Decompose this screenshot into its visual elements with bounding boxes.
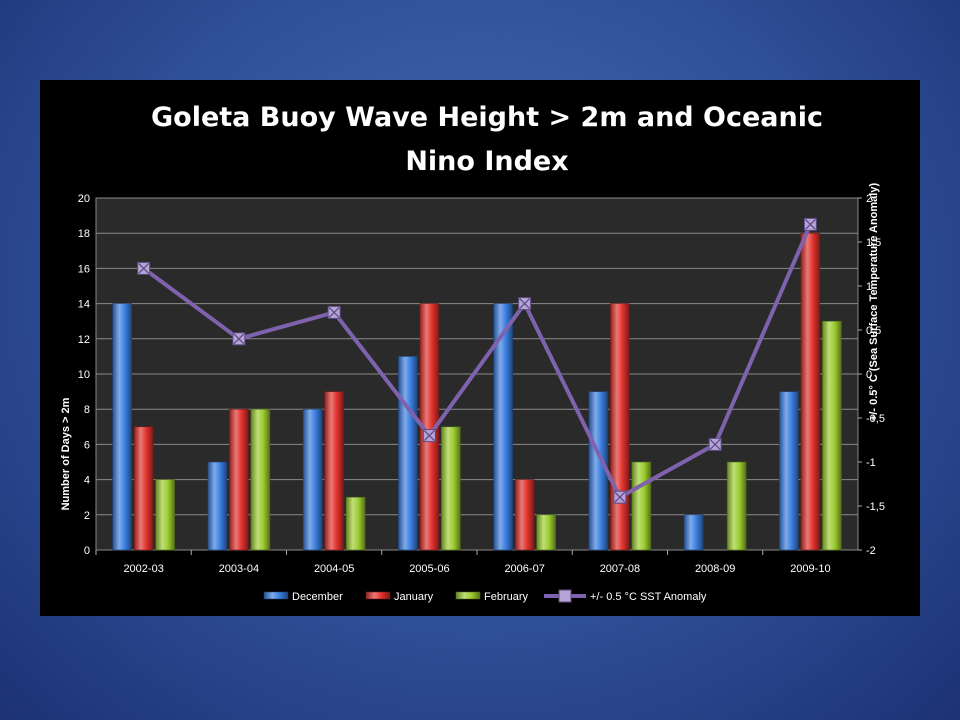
x-tick-label: 2006-07 (504, 563, 544, 575)
anomaly-line-series (137, 217, 817, 504)
bar-january-2009-10 (800, 232, 821, 551)
y-tick-label: 18 (78, 228, 90, 240)
anomaly-marker (518, 297, 532, 311)
bar-february-2004-05 (345, 496, 366, 551)
legend-label: +/- 0.5 °C SST Anomaly (590, 591, 707, 603)
bar-january-2002-03 (133, 426, 154, 551)
bar-february-2002-03 (155, 479, 175, 551)
bar-january-2004-05 (324, 391, 344, 551)
y2-tick-label: -2 (866, 545, 876, 557)
x-axis-ticks: 2002-03 2003-04 2004-05 2005-06 2006-07 2007-… (95, 550, 831, 575)
y-tick-label: 4 (84, 475, 90, 487)
bar-december-2004-05 (302, 408, 323, 551)
anomaly-marker (708, 437, 722, 451)
anomaly-marker (422, 429, 436, 443)
y-tick-label: 2 (84, 510, 90, 522)
anomaly-marker (327, 305, 341, 319)
legend-item-4: +/- 0.5 °C SST Anomaly (544, 589, 707, 603)
anomaly-marker (613, 490, 627, 504)
y2-tick-label: 1 (866, 281, 872, 293)
anomaly-marker (232, 332, 246, 346)
x-tick-label: 2002-03 (123, 563, 163, 575)
y-tick-label: 8 (84, 404, 90, 416)
anomaly-marker (803, 217, 817, 231)
y2-tick-label: -1,5 (866, 501, 885, 513)
y-axis-title: Number of Days > 2m (60, 397, 72, 510)
bar-february-2007-08 (631, 461, 652, 551)
chart-svg: Goleta Buoy Wave Height > 2m and Oceanic… (60, 102, 885, 603)
bar-february-2006-07 (536, 514, 556, 551)
y-tick-label: 16 (78, 263, 90, 275)
bar-december-2003-04 (207, 461, 228, 551)
legend-swatch (263, 591, 289, 600)
anomaly-line (142, 223, 813, 500)
y2-tick-label: 2 (866, 193, 872, 205)
x-tick-label: 2003-04 (219, 563, 259, 575)
chart-panel: Goleta Buoy Wave Height > 2m and Oceanic… (40, 80, 920, 616)
x-tick-label: 2009-10 (790, 563, 830, 575)
y-axis-ticks: 0 2 4 6 8 10 12 14 16 18 20 (78, 193, 90, 557)
y2-tick-label: 0,5 (866, 325, 881, 337)
y-tick-label: 12 (78, 334, 90, 346)
legend-item-1: December (263, 591, 343, 603)
y-tick-label: 0 (84, 545, 90, 557)
bar-december-2006-07 (493, 303, 513, 551)
bar-february-2003-04 (250, 408, 271, 551)
legend: December January February +/- 0.5 °C SST An… (263, 589, 707, 603)
legend-marker (558, 589, 572, 603)
bar-january-2006-07 (514, 479, 535, 551)
bar-february-2008-09 (726, 461, 747, 551)
legend-swatch (365, 591, 391, 600)
bar-december-2002-03 (112, 303, 132, 551)
anomaly-marker (137, 261, 151, 275)
legend-label: January (394, 591, 434, 603)
bar-december-2005-06 (398, 356, 418, 551)
legend-item-2: January (365, 591, 434, 603)
x-tick-label: 2004-05 (314, 563, 354, 575)
y-tick-label: 6 (84, 439, 90, 451)
x-tick-label: 2007-08 (600, 563, 640, 575)
bar-february-2009-10 (822, 320, 842, 551)
bar-january-2005-06 (419, 303, 440, 551)
x-tick-label: 2008-09 (695, 563, 735, 575)
y2-tick-label: 0 (866, 369, 872, 381)
bar-december-2008-09 (683, 514, 704, 551)
y-tick-label: 10 (78, 369, 90, 381)
x-tick-label: 2005-06 (409, 563, 449, 575)
y2-tick-label: -0,5 (866, 413, 885, 425)
y2-axis-ticks: -2 -1,5 -1 -0,5 0 0,5 1 1,5 2 (858, 193, 885, 557)
bars (112, 232, 842, 551)
y-tick-label: 20 (78, 193, 90, 205)
y-tick-label: 14 (78, 299, 90, 311)
y2-tick-label: 1,5 (866, 237, 881, 249)
legend-label: February (484, 591, 529, 603)
bar-february-2005-06 (441, 426, 461, 551)
bar-january-2007-08 (610, 303, 630, 551)
bar-january-2003-04 (229, 408, 249, 551)
chart-title-line-1: Goleta Buoy Wave Height > 2m and Oceanic (151, 102, 823, 133)
legend-item-3: February (455, 591, 529, 603)
y2-tick-label: -1 (866, 457, 876, 469)
chart-title-line-2: Nino Index (405, 146, 568, 177)
legend-swatch (455, 591, 481, 600)
bar-december-2009-10 (779, 391, 799, 551)
legend-label: December (292, 591, 343, 603)
y2-axis-title: +/- 0.5° C (Sea Surface Temperature Anom… (868, 183, 880, 422)
